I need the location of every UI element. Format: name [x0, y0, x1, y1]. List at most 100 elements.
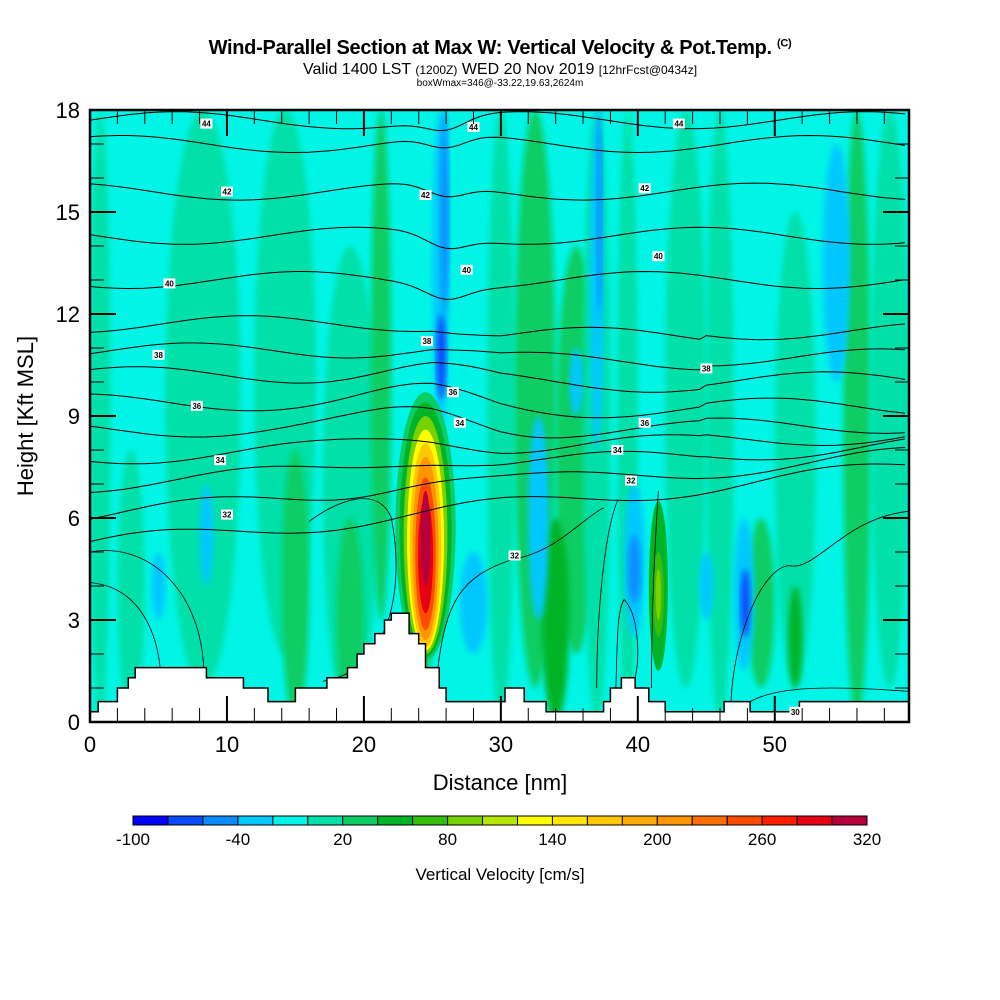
colorbar-swatch: [517, 815, 553, 826]
contour-label: 44: [672, 118, 685, 129]
contour-label: 40: [163, 278, 176, 289]
contour-labels: 44 44 44 42 42 42 40 40 40 38 38 38 36 36 36 34 34 34 32 32…: [152, 118, 802, 717]
contour-label-bg: [214, 455, 227, 466]
contour-label-bg: [221, 186, 233, 197]
downdraft-region-1: [436, 314, 447, 399]
velocity-region-19: [541, 518, 570, 722]
contour-lobe: [749, 687, 909, 702]
contour-label-bg: [163, 278, 176, 289]
colorbar-swatch: [656, 815, 693, 826]
contour-label-text: 32: [627, 477, 636, 486]
contour-label-text: 38: [422, 337, 431, 346]
contour-label: 36: [446, 387, 459, 398]
colorbar-swatch: [761, 815, 798, 826]
contour-label-text: 40: [462, 266, 471, 275]
contour-label-text: 36: [192, 402, 201, 411]
colorbar-title: Vertical Velocity [cm/s]: [415, 865, 584, 884]
contour-label: 42: [221, 186, 233, 197]
colorbar-tick-label: 200: [643, 830, 671, 849]
colorbar-swatch: [551, 815, 588, 826]
contour-label-text: 36: [448, 388, 457, 397]
contour-label-text: 44: [469, 123, 478, 132]
colorbar-labels: -100 -40 20 80 140 200 260 320: [116, 830, 881, 849]
colorbar-swatch: [272, 815, 309, 826]
colorbar-swatch: [307, 815, 344, 826]
contour-label: 30: [789, 706, 802, 717]
colorbar-swatch: [796, 815, 833, 826]
velocity-region-15: [117, 450, 145, 722]
velocity-region-1: [165, 110, 241, 688]
valid-time: Valid 1400 LST: [302, 61, 411, 78]
velocity-region-20: [747, 518, 775, 688]
contour-label-bg: [446, 387, 459, 398]
colorbar-swatch: [132, 815, 169, 826]
contour-label-bg: [200, 118, 213, 129]
velocity-region-10: [665, 110, 707, 688]
contour-label-text: 30: [791, 708, 800, 717]
contour-label: 34: [453, 417, 466, 428]
y-tick-label: 18: [56, 98, 80, 123]
downdraft-region-14: [699, 552, 714, 620]
updraft-core-level-8: [420, 490, 431, 586]
velocity-region-4: [370, 110, 392, 620]
velocity-region-13: [843, 110, 871, 722]
contour-label-bg: [419, 190, 432, 200]
downdraft-region-10: [528, 416, 549, 620]
downdraft-region-12: [199, 484, 214, 586]
colorbar-swatch: [342, 815, 379, 826]
contour-label: 32: [508, 550, 521, 561]
contour-label-bg: [625, 475, 637, 486]
colorbar-tick-label: 80: [438, 830, 457, 849]
colorbar-swatch: [831, 815, 868, 826]
contour-line: [90, 315, 905, 341]
velocity-region-16: [281, 450, 310, 722]
contour-lobe: [90, 582, 162, 682]
contour-label: 40: [652, 251, 665, 262]
velocity-region-5: [487, 110, 515, 722]
contour-label-bg: [190, 400, 203, 411]
contour-label-text: 40: [165, 279, 174, 288]
downdraft-region-2: [440, 110, 449, 314]
contour-label: 36: [638, 417, 651, 428]
x-tick-label: 40: [626, 732, 650, 757]
contour-lobe: [596, 500, 618, 689]
contour-label-bg: [508, 550, 521, 561]
colorbar-swatch: [586, 815, 623, 826]
contour-label-text: 42: [223, 188, 232, 197]
contour-line: [90, 182, 905, 201]
contour-label-text: 38: [154, 351, 163, 360]
colorbar-swatch: [412, 815, 449, 826]
colorbar-tick-label: -40: [226, 830, 251, 849]
colorbar-swatch: [482, 815, 518, 826]
colorbar-swatch: [202, 815, 239, 826]
contour-label-text: 44: [674, 120, 683, 129]
velocity-region-3: [322, 246, 378, 722]
contour-line: [90, 270, 905, 300]
contour-label-bg: [152, 349, 165, 360]
y-tick-label: 6: [68, 506, 80, 531]
contour-label-text: 42: [421, 191, 430, 200]
colorbar-swatch: [447, 815, 484, 826]
velocity-region-12: [774, 212, 816, 688]
contour-lobe: [90, 550, 205, 668]
colorbar-swatch: [621, 815, 658, 826]
x-tick-label: 0: [84, 732, 96, 757]
contour-label-bg: [467, 122, 480, 132]
y-tick-label: 0: [68, 710, 80, 735]
x-tick-label: 20: [352, 732, 376, 757]
valid-utc: (1200Z): [415, 63, 458, 77]
chart-title: Wind-Parallel Section at Max W: Vertical…: [0, 37, 1000, 60]
downdraft-region-13: [459, 552, 488, 654]
x-axis-title: Distance [nm]: [433, 770, 568, 795]
contour-label-text: 40: [654, 252, 663, 261]
contour-line: [90, 463, 905, 543]
y-tick-label: 12: [56, 302, 80, 327]
contour-line: [90, 342, 905, 371]
colorbar-swatch: [377, 815, 414, 826]
updraft-secondary-2: [655, 569, 662, 620]
y-axis-title: Height [Kft MSL]: [13, 336, 38, 496]
contour-label-bg: [672, 118, 685, 129]
forecast-info: [12hrFcst@0434z]: [598, 63, 698, 77]
velocity-field: [90, 110, 909, 722]
contour-line: [90, 134, 905, 154]
